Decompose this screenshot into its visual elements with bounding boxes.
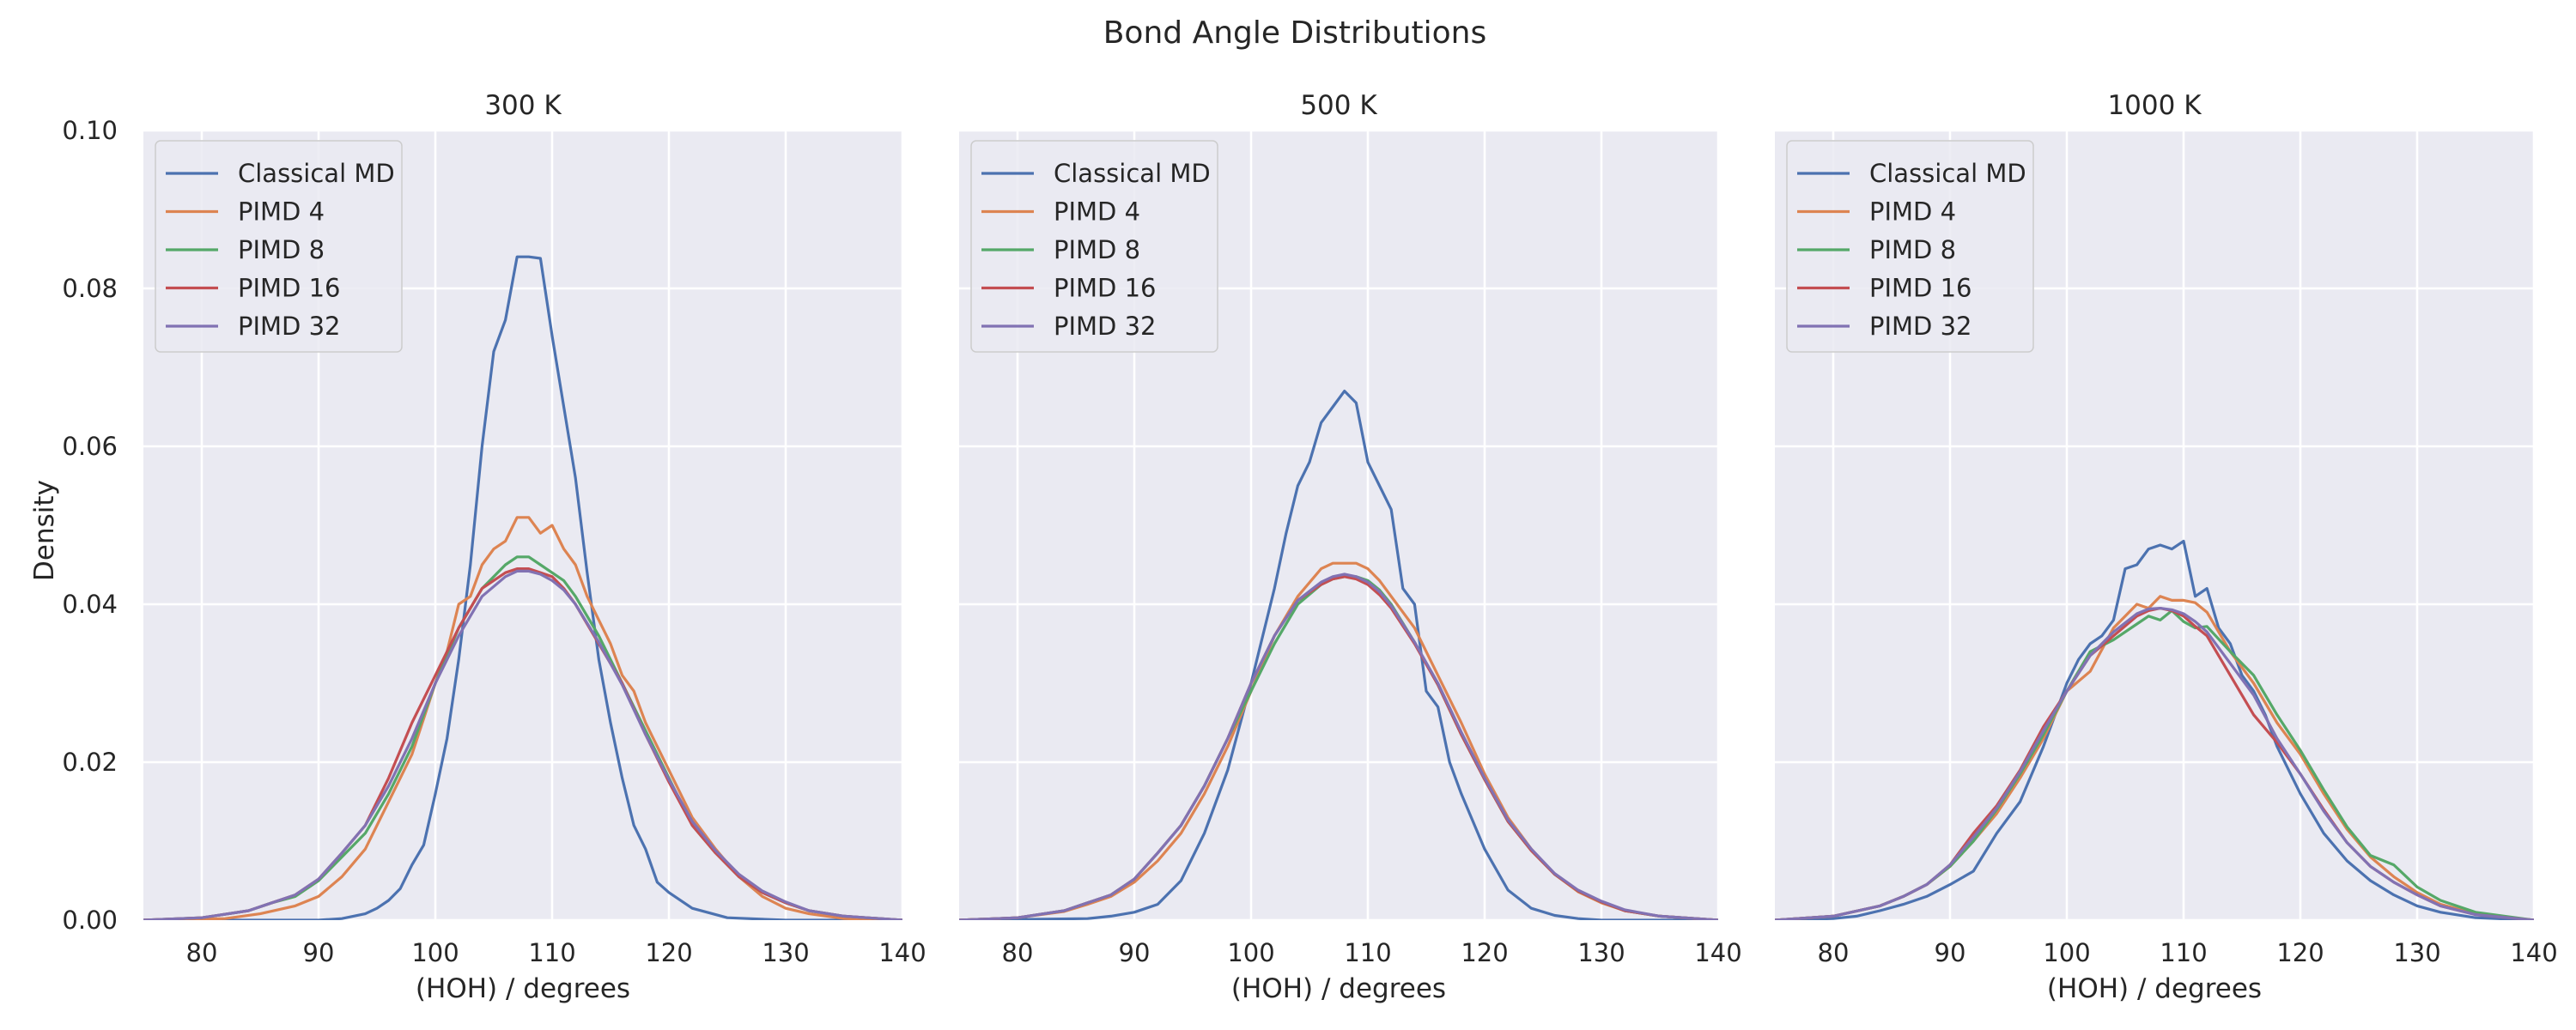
x-tick-label: 140 bbox=[2510, 938, 2557, 967]
y-tick-label: 0.04 bbox=[62, 590, 118, 619]
legend-entry: PIMD 32 bbox=[1869, 312, 1972, 341]
x-tick-label: 80 bbox=[186, 938, 218, 967]
series-lines bbox=[1775, 539, 2534, 920]
series-line bbox=[1775, 606, 2534, 920]
x-tick-label: 80 bbox=[1818, 938, 1850, 967]
x-tick-label: 120 bbox=[645, 938, 692, 967]
legend-entry: PIMD 8 bbox=[1054, 235, 1140, 264]
x-axis-label: (HOH) / degrees bbox=[2047, 973, 2262, 1004]
panel-1: 80 90 100 110 120 130 140 0.00 0.02 0.04 0.06 0.08 0… bbox=[62, 90, 926, 1004]
figure-title: Bond Angle Distributions bbox=[1103, 15, 1487, 51]
legend-entry: Classical MD bbox=[1869, 159, 2026, 188]
legend-entry: PIMD 16 bbox=[238, 274, 341, 303]
x-tick-label: 110 bbox=[2160, 938, 2207, 967]
legend-entry: PIMD 4 bbox=[238, 197, 325, 227]
y-tick-label: 0.10 bbox=[62, 116, 118, 145]
panel-title: 1000 K bbox=[2107, 90, 2202, 121]
legend-entry: PIMD 8 bbox=[238, 235, 325, 264]
series-lines bbox=[959, 390, 1718, 920]
legend-entry: PIMD 16 bbox=[1869, 274, 1972, 303]
legend-entry: PIMD 8 bbox=[1869, 235, 1956, 264]
y-axis-label: Density bbox=[29, 480, 60, 581]
legend-entry: PIMD 32 bbox=[238, 312, 341, 341]
series-line bbox=[959, 390, 1718, 920]
panel-title: 300 K bbox=[484, 90, 562, 121]
series-line bbox=[143, 569, 902, 920]
series-line bbox=[1775, 539, 2534, 920]
legend-entry: PIMD 4 bbox=[1869, 197, 1956, 227]
y-tick-label: 0.06 bbox=[62, 432, 118, 461]
y-tick-label: 0.02 bbox=[62, 748, 118, 777]
legend-box bbox=[155, 140, 403, 353]
x-tick-label: 100 bbox=[1227, 938, 1274, 967]
legend-entry: PIMD 16 bbox=[1054, 274, 1157, 303]
legend: Classical MD PIMD 4 PIMD 8 PIMD 16 PIMD 32 bbox=[970, 140, 1218, 353]
x-tick-label: 90 bbox=[303, 938, 335, 967]
legend-entry: Classical MD bbox=[1054, 159, 1211, 188]
x-tick-label: 120 bbox=[1461, 938, 1508, 967]
legend: Classical MD PIMD 4 PIMD 8 PIMD 16 PIMD 32 bbox=[1786, 140, 2034, 353]
legend-entry: PIMD 32 bbox=[1054, 312, 1157, 341]
x-axis-label: (HOH) / degrees bbox=[1231, 973, 1446, 1004]
x-tick-label: 100 bbox=[411, 938, 459, 967]
legend-entry: PIMD 4 bbox=[1054, 197, 1140, 227]
series-line bbox=[959, 573, 1718, 920]
legend-entry: Classical MD bbox=[238, 159, 395, 188]
x-tick-label: 130 bbox=[762, 938, 809, 967]
x-tick-label: 90 bbox=[1935, 938, 1966, 967]
legend: Classical MD PIMD 4 PIMD 8 PIMD 16 PIMD 32 bbox=[155, 140, 403, 353]
x-tick-label: 140 bbox=[878, 938, 926, 967]
y-tick-label: 0.00 bbox=[62, 906, 118, 935]
series-line bbox=[143, 255, 902, 920]
x-axis-label: (HOH) / degrees bbox=[416, 973, 630, 1004]
x-tick-label: 90 bbox=[1119, 938, 1151, 967]
x-tick-label: 120 bbox=[2276, 938, 2324, 967]
panel-3: 80 90 100 110 120 130 140 1000 K (HOH) / degrees… bbox=[1775, 90, 2558, 1004]
x-tick-label: 130 bbox=[1577, 938, 1625, 967]
legend-box bbox=[1786, 140, 2034, 353]
x-tick-label: 130 bbox=[2393, 938, 2440, 967]
x-tick-label: 80 bbox=[1002, 938, 1034, 967]
x-tick-label: 100 bbox=[2043, 938, 2090, 967]
y-tick-label: 0.08 bbox=[62, 274, 118, 303]
x-tick-label: 110 bbox=[528, 938, 575, 967]
panel-2: 80 90 100 110 120 130 140 500 K (HOH) / degrees C… bbox=[959, 90, 1742, 1004]
panel-title: 500 K bbox=[1300, 90, 1377, 121]
legend-box bbox=[970, 140, 1218, 353]
series-lines bbox=[143, 255, 902, 920]
x-tick-label: 140 bbox=[1694, 938, 1741, 967]
x-tick-label: 110 bbox=[1344, 938, 1391, 967]
